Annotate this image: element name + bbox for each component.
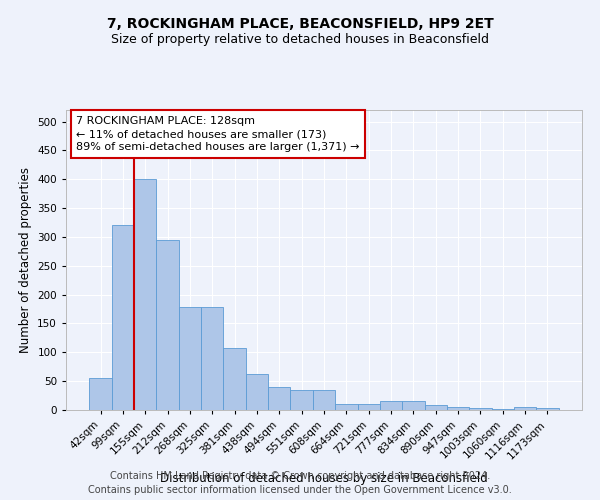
- Text: Size of property relative to detached houses in Beaconsfield: Size of property relative to detached ho…: [111, 32, 489, 46]
- Bar: [134, 179, 157, 410]
- Bar: [380, 402, 402, 410]
- Bar: [179, 308, 201, 410]
- Bar: [223, 348, 246, 410]
- Text: 7 ROCKINGHAM PLACE: 128sqm
← 11% of detached houses are smaller (173)
89% of sem: 7 ROCKINGHAM PLACE: 128sqm ← 11% of deta…: [76, 116, 360, 152]
- Text: 7, ROCKINGHAM PLACE, BEACONSFIELD, HP9 2ET: 7, ROCKINGHAM PLACE, BEACONSFIELD, HP9 2…: [107, 18, 493, 32]
- Bar: [469, 408, 491, 410]
- Text: Contains HM Land Registry data © Crown copyright and database right 2024.
Contai: Contains HM Land Registry data © Crown c…: [88, 471, 512, 495]
- Bar: [402, 402, 425, 410]
- Bar: [201, 308, 223, 410]
- Bar: [290, 390, 313, 410]
- Y-axis label: Number of detached properties: Number of detached properties: [19, 167, 32, 353]
- Bar: [447, 407, 469, 410]
- Bar: [536, 408, 559, 410]
- Bar: [246, 374, 268, 410]
- Bar: [358, 404, 380, 410]
- X-axis label: Distribution of detached houses by size in Beaconsfield: Distribution of detached houses by size …: [160, 472, 488, 484]
- Bar: [514, 407, 536, 410]
- Bar: [157, 240, 179, 410]
- Bar: [425, 406, 447, 410]
- Bar: [335, 404, 358, 410]
- Bar: [89, 378, 112, 410]
- Bar: [112, 226, 134, 410]
- Bar: [268, 387, 290, 410]
- Bar: [313, 390, 335, 410]
